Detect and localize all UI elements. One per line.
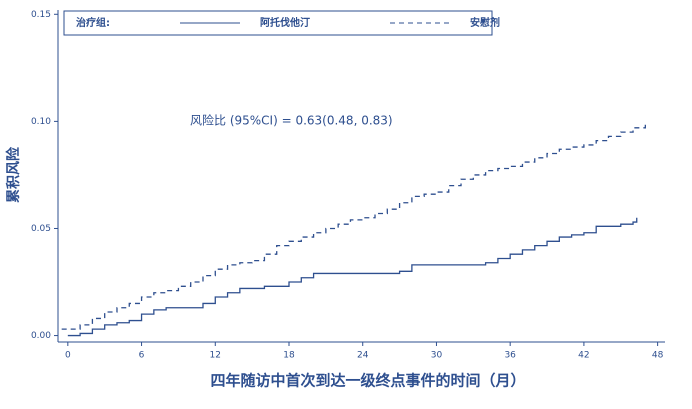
legend-title: 治疗组: [76,16,110,29]
y-tick-label: 0.05 [31,224,51,234]
legend-label: 阿托伐他汀 [260,16,310,29]
x-axis-label: 四年随访中首次到达一级终点事件的时间（月） [210,372,525,390]
y-axis-label: 累积风险 [5,146,22,203]
annotation: 风险比 (95%CI) = 0.63(0.48, 0.83) [190,113,393,128]
x-tick-label: 48 [652,351,664,361]
x-tick-label: 18 [283,351,295,361]
x-tick-label: 36 [504,351,516,361]
x-tick-label: 12 [210,351,221,361]
y-tick-label: 0.00 [31,331,51,341]
series-line [61,121,646,330]
x-tick-label: 30 [431,351,443,361]
series-line [67,217,638,337]
y-tick-label: 0.10 [31,117,51,127]
x-tick-label: 6 [139,351,145,361]
y-tick-label: 0.15 [31,10,51,20]
x-tick-label: 0 [65,351,71,361]
x-tick-label: 24 [357,351,369,361]
legend-box [63,10,493,36]
x-tick-label: 42 [578,351,589,361]
legend-label: 安慰剂 [470,16,500,29]
